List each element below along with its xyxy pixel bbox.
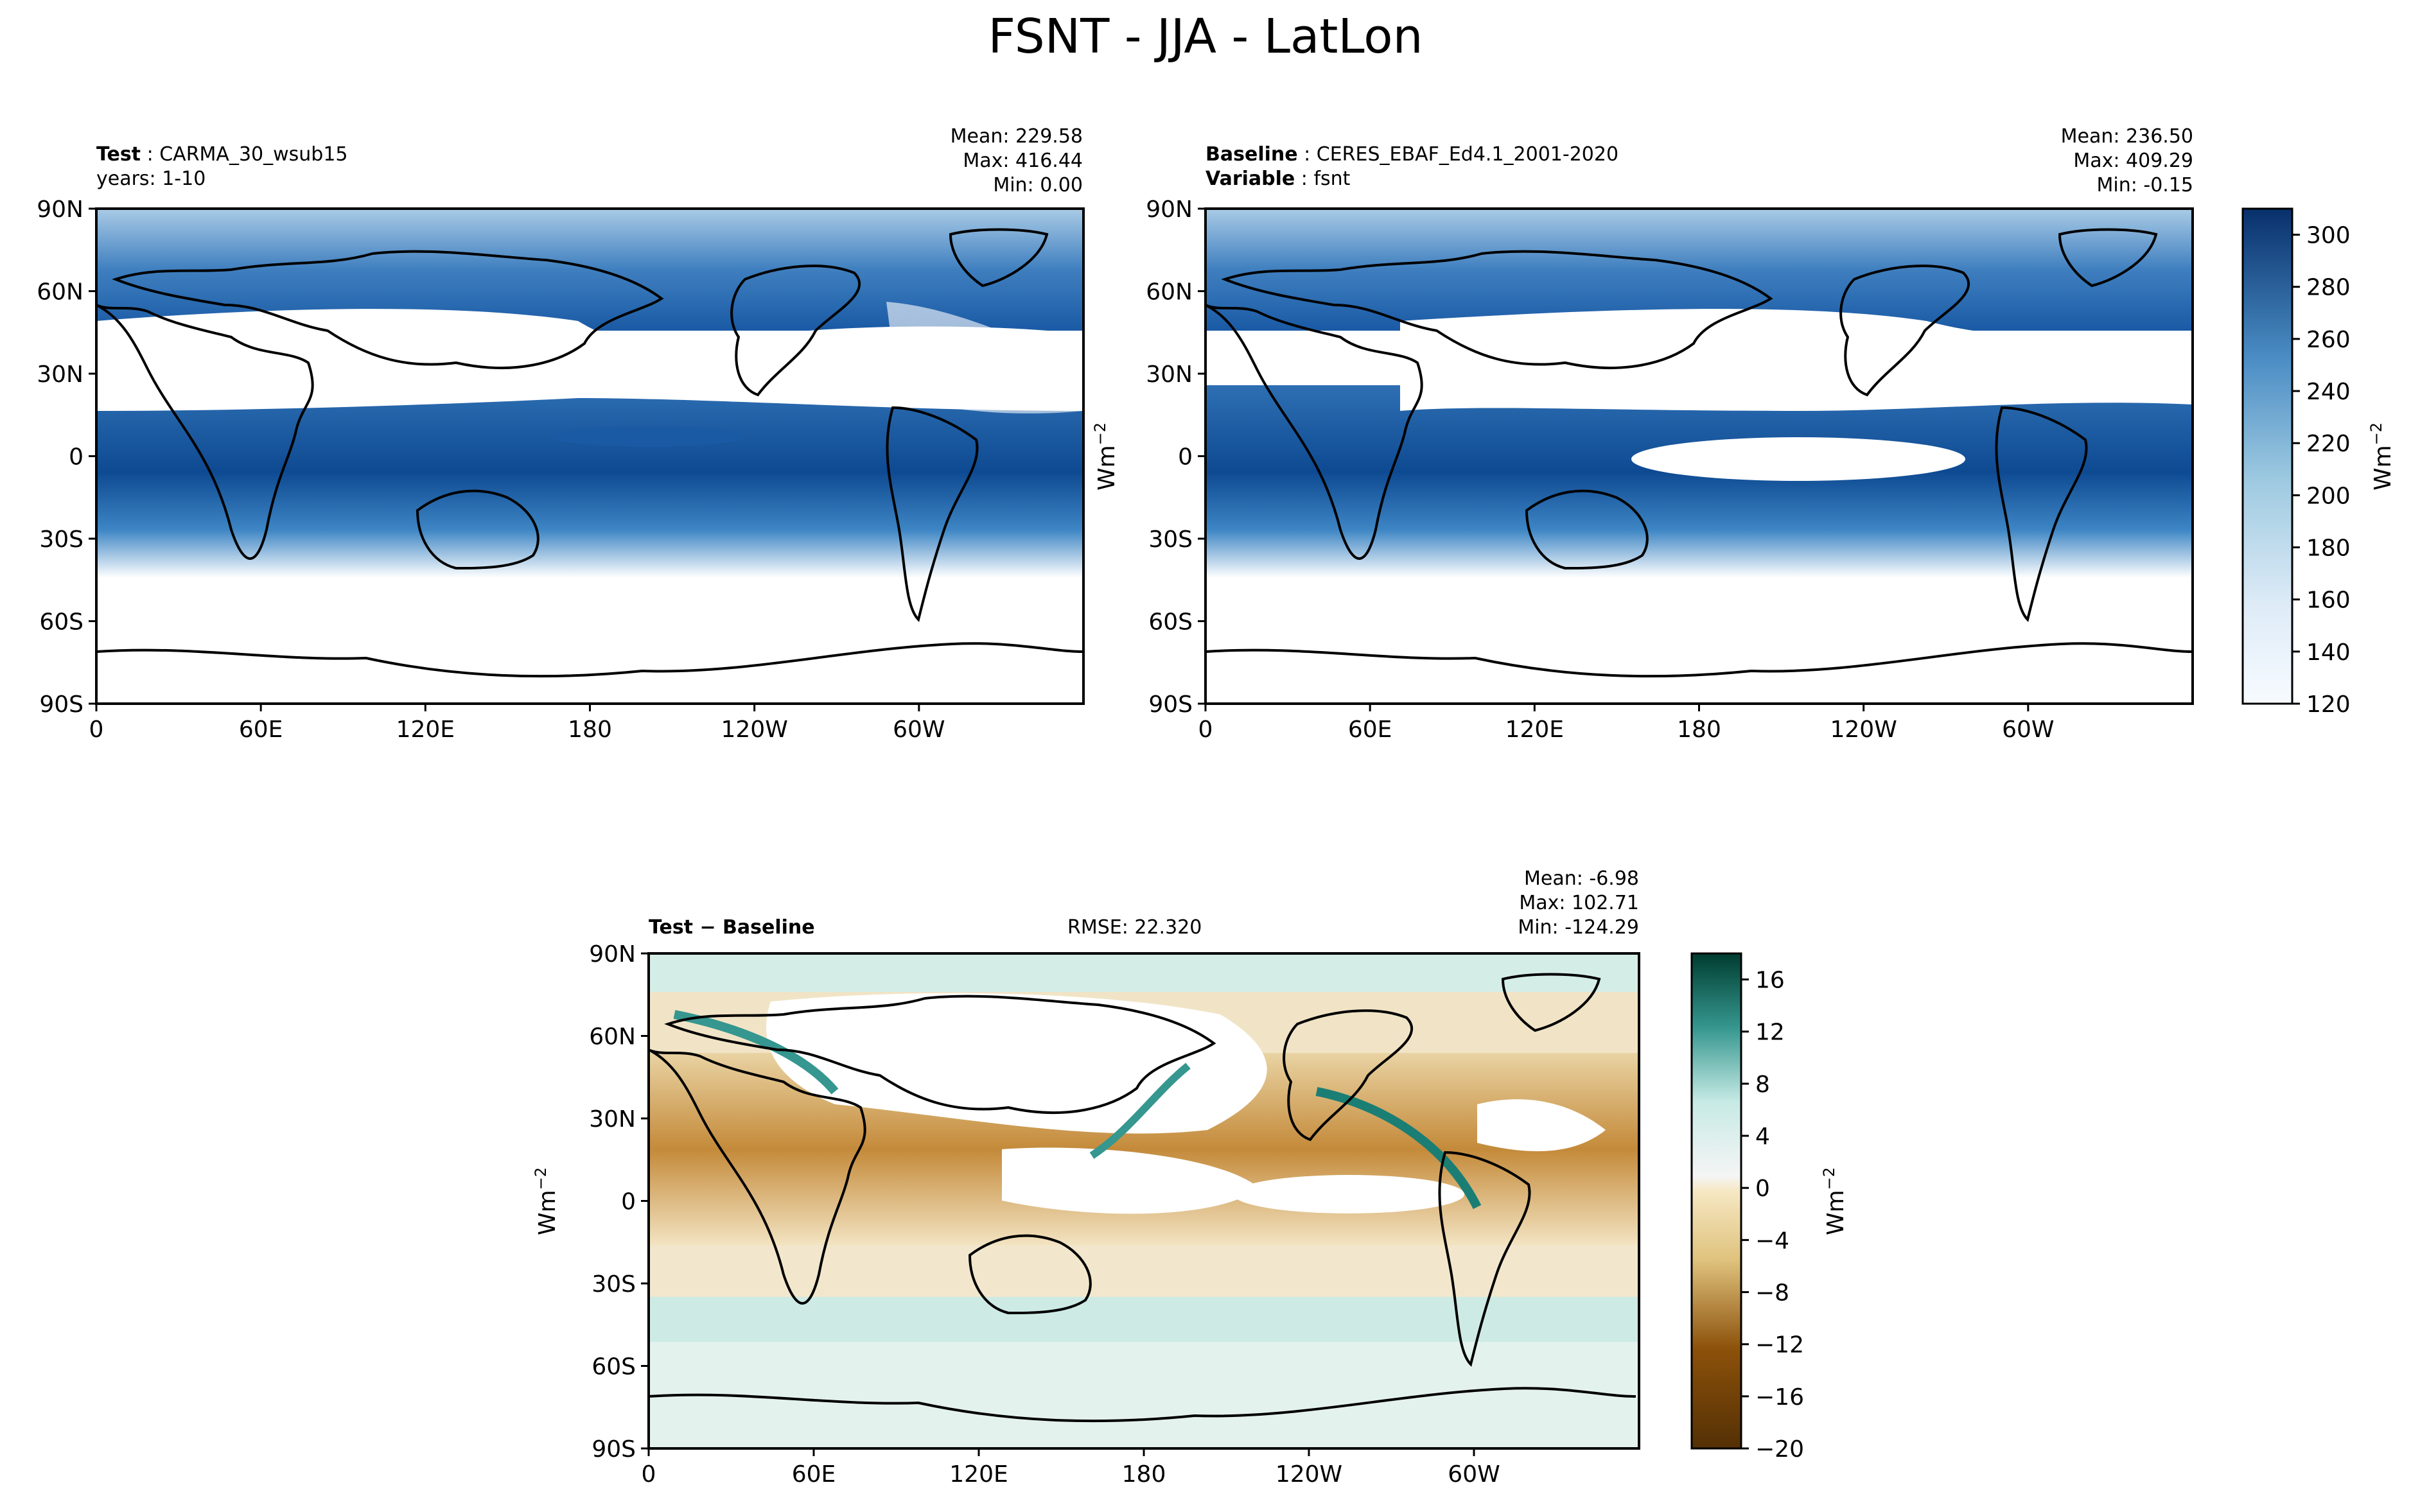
baseline-mean: Mean: 236.50	[2060, 125, 2193, 148]
baseline-map	[1206, 209, 2193, 704]
baseline-min: Min: -0.15	[2096, 174, 2194, 196]
baseline-label: Baseline	[1206, 143, 1298, 166]
baseline-case: CERES_EBAF_Ed4.1_2001-2020	[1316, 143, 1619, 166]
x-tick-label: 0	[89, 717, 104, 743]
y-tick-label: 30N	[1146, 361, 1193, 388]
test-min: Min: 0.00	[993, 174, 1083, 196]
colorbar-tick-label: 120	[2306, 691, 2351, 718]
blue-colorbar	[2241, 207, 2293, 705]
colorbar-tick-label: −12	[1755, 1332, 1804, 1359]
blue-colorbar-label: Wm−2	[2367, 422, 2396, 491]
diff-stats: Mean: -6.98 Max: 102.71 Min: -124.29	[1518, 867, 1639, 940]
baseline-header: Baseline : CERES_EBAF_Ed4.1_2001-2020 Va…	[1206, 143, 1619, 190]
y-tick-label: 60N	[37, 279, 83, 306]
x-tick-label: 60W	[2002, 717, 2054, 743]
x-tick-label: 60W	[1448, 1461, 1500, 1488]
y-tick-label: 30S	[1148, 526, 1193, 553]
x-tick-label: 120W	[721, 717, 788, 743]
y-tick-label: 90N	[1146, 196, 1193, 223]
colorbar-tick-label: 240	[2306, 379, 2351, 405]
x-tick-label: 120E	[396, 717, 455, 743]
y-tick-label: 60N	[1146, 279, 1193, 306]
test-units-label: Wm−2	[1091, 422, 1120, 491]
test-mean: Mean: 229.58	[950, 125, 1083, 148]
colorbar-tick-label: 260	[2306, 327, 2351, 353]
test-max: Max: 416.44	[963, 150, 1083, 172]
colorbar-tick-label: 300	[2306, 223, 2351, 249]
colorbar-tick-label: 8	[1755, 1072, 1770, 1098]
x-tick-label: 180	[1122, 1461, 1166, 1488]
x-tick-label: 120E	[949, 1461, 1008, 1488]
test-years: years: 1-10	[96, 168, 206, 190]
x-tick-label: 180	[568, 717, 612, 743]
x-tick-label: 0	[1198, 717, 1213, 743]
y-tick-label: 0	[621, 1189, 636, 1215]
diff-header: Test − Baseline	[649, 916, 815, 940]
x-tick-label: 180	[1677, 717, 1721, 743]
colorbar-tick-label: 0	[1755, 1176, 1770, 1202]
y-tick-label: 0	[69, 444, 83, 471]
colorbar-tick-label: 180	[2306, 535, 2351, 562]
y-tick-label: 60S	[1148, 609, 1193, 636]
test-label: Test	[96, 143, 141, 166]
y-tick-label: 0	[1178, 444, 1193, 471]
colorbar-tick-label: −8	[1755, 1280, 1789, 1307]
y-tick-label: 30N	[37, 361, 83, 388]
diff-map	[649, 953, 1639, 1448]
colorbar-tick-label: 220	[2306, 431, 2351, 457]
diff-max: Max: 102.71	[1519, 892, 1639, 914]
y-tick-label: 60S	[39, 609, 83, 636]
colorbar-tick-label: 4	[1755, 1124, 1770, 1150]
brbg-colorbar-label: Wm−2	[1820, 1167, 1849, 1235]
colorbar-tick-label: −20	[1755, 1436, 1804, 1463]
y-tick-label: 90N	[37, 196, 83, 223]
x-tick-label: 120W	[1276, 1461, 1342, 1488]
y-tick-label: 30S	[592, 1271, 636, 1298]
test-case: CARMA_30_wsub15	[159, 143, 348, 166]
colorbar-tick-label: −4	[1755, 1228, 1789, 1254]
y-tick-label: 60S	[592, 1354, 636, 1380]
diff-units-label: Wm−2	[532, 1167, 561, 1235]
brbg-colorbar	[1690, 952, 1742, 1450]
baseline-stats: Mean: 236.50 Max: 409.29 Min: -0.15	[2061, 125, 2193, 198]
colorbar-tick-label: 12	[1755, 1020, 1785, 1046]
y-tick-label: 30N	[589, 1106, 636, 1133]
test-map	[96, 209, 1083, 704]
colorbar-tick-label: 200	[2306, 483, 2351, 509]
diff-rmse: RMSE: 22.320	[1067, 916, 1202, 939]
variable-label: Variable	[1206, 168, 1295, 190]
x-tick-label: 60E	[239, 717, 283, 743]
y-tick-label: 30S	[39, 526, 83, 553]
variable-name: fsnt	[1313, 168, 1351, 190]
colorbar-tick-label: 16	[1755, 968, 1785, 994]
y-tick-label: 90S	[592, 1436, 636, 1463]
y-tick-label: 90S	[39, 691, 83, 718]
x-tick-label: 0	[642, 1461, 656, 1488]
test-header: Test : CARMA_30_wsub15 years: 1-10	[96, 143, 348, 190]
x-tick-label: 60E	[792, 1461, 836, 1488]
x-tick-label: 120W	[1830, 717, 1897, 743]
colorbar-tick-label: −16	[1755, 1384, 1804, 1411]
diff-label: Test − Baseline	[649, 916, 815, 939]
diff-min: Min: -124.29	[1518, 916, 1639, 939]
x-tick-label: 60W	[893, 717, 945, 743]
baseline-max: Max: 409.29	[2073, 150, 2193, 172]
colorbar-tick-label: 160	[2306, 587, 2351, 614]
x-tick-label: 60E	[1348, 717, 1392, 743]
colorbar-tick-label: 140	[2306, 639, 2351, 666]
colorbar-tick-label: 280	[2306, 275, 2351, 301]
diff-mean: Mean: -6.98	[1523, 867, 1639, 890]
figure-title: FSNT - JJA - LatLon	[988, 9, 1423, 64]
y-tick-label: 60N	[589, 1024, 636, 1050]
y-tick-label: 90N	[589, 941, 636, 968]
y-tick-label: 90S	[1148, 691, 1193, 718]
test-stats: Mean: 229.58 Max: 416.44 Min: 0.00	[951, 125, 1083, 198]
x-tick-label: 120E	[1505, 717, 1564, 743]
